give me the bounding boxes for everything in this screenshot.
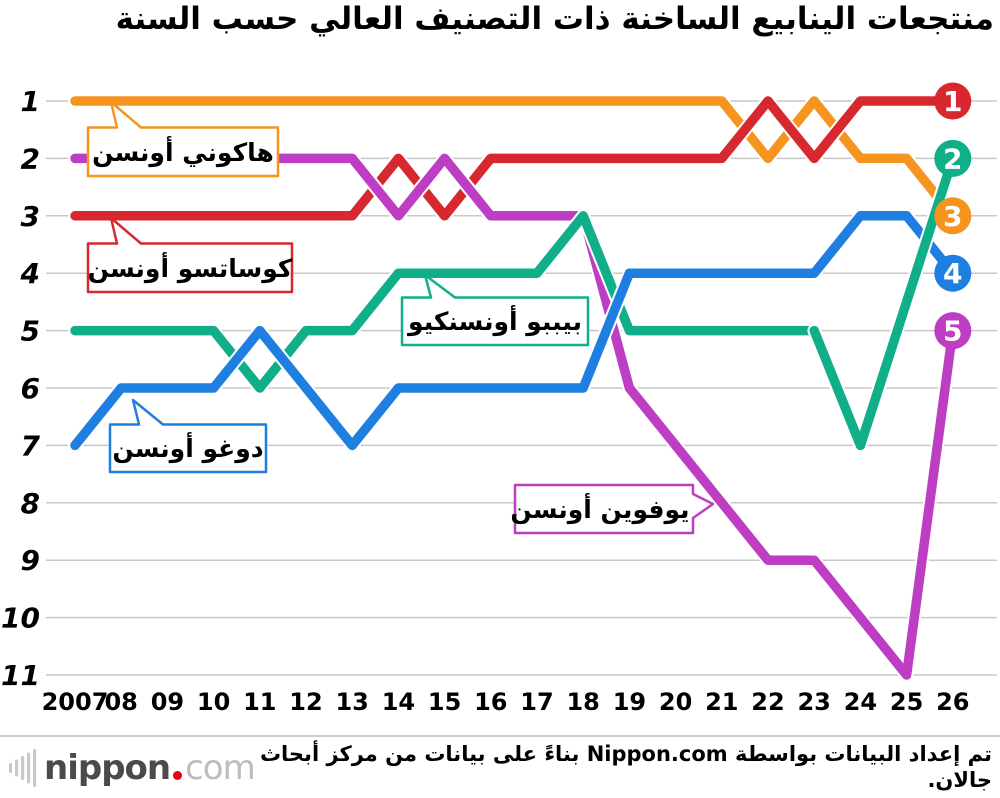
y-axis-tick: 11 <box>1 659 40 692</box>
end-marker-number: 2 <box>943 142 962 175</box>
end-rank-markers: 1 2 3 4 5 <box>934 82 972 350</box>
end-marker-number: 3 <box>943 200 962 233</box>
callout-label: هاكوني أونسن <box>92 136 274 168</box>
x-axis-tick: 11 <box>243 688 276 716</box>
callout-bubble <box>86 216 294 294</box>
end-marker-circle <box>934 254 972 292</box>
x-axis-tick: 24 <box>844 688 877 716</box>
callout-bubble <box>108 398 268 474</box>
series-line <box>70 153 958 451</box>
series-halo <box>68 151 960 682</box>
callout-label: كوساتسو أونسن <box>88 252 293 284</box>
y-axis-tick: 6 <box>21 372 40 405</box>
end-marker-circle <box>934 82 972 120</box>
x-axis-tick: 14 <box>382 688 415 716</box>
series-callouts: هاكوني أونسن كوساتسو أونسن بيببو أونسنكي… <box>86 100 715 535</box>
end-marker-number: 1 <box>943 85 962 118</box>
series-line <box>70 153 958 680</box>
x-axis-tick: 26 <box>936 688 969 716</box>
x-axis-tick: 2007 <box>42 688 109 716</box>
series-lines <box>68 94 960 682</box>
x-axis-tick: 20 <box>659 688 692 716</box>
x-axis-tick: 16 <box>474 688 507 716</box>
x-axis-tick: 23 <box>797 688 830 716</box>
y-axis-tick: 3 <box>21 200 40 233</box>
end-marker-circle <box>934 139 972 177</box>
end-marker-number: 5 <box>943 315 962 348</box>
footer-credit: تم إعداد البيانات بواسطة Nippon.com بناء… <box>259 742 992 792</box>
series-line <box>70 96 958 221</box>
y-axis-labels: 1 2 3 4 5 6 7 8 9 10 11 <box>1 85 40 692</box>
y-axis-tick: 7 <box>21 429 41 462</box>
chart-title: منتجعات الينابيع الساخنة ذات التصنيف الع… <box>115 1 994 37</box>
callout-bubble <box>513 483 715 535</box>
nippon-logo: nippon com <box>8 747 256 788</box>
x-axis-tick: 22 <box>751 688 784 716</box>
x-axis-tick: 18 <box>566 688 599 716</box>
y-axis-tick: 1 <box>21 85 40 118</box>
series-line <box>70 211 958 451</box>
bump-chart-svg: هاكوني أونسن كوساتسو أونسن بيببو أونسنكي… <box>1 82 997 716</box>
end-marker-number: 4 <box>943 257 962 290</box>
end-marker-circle <box>934 197 972 235</box>
callout-yufuin: يوفوين أونسن <box>510 483 715 535</box>
callout-bubble <box>400 273 590 347</box>
x-axis-tick: 08 <box>104 688 137 716</box>
x-axis-tick: 21 <box>705 688 738 716</box>
callout-bubble <box>86 100 280 178</box>
footer: nippon com تم إعداد البيانات بواسطة Nippo… <box>0 735 1000 798</box>
x-axis-tick: 12 <box>289 688 322 716</box>
x-axis-tick: 10 <box>197 688 230 716</box>
x-axis-tick: 25 <box>890 688 923 716</box>
y-axis-tick: 8 <box>21 487 40 520</box>
y-axis-tick: 4 <box>20 257 40 290</box>
callout-hakone: هاكوني أونسن <box>86 100 280 178</box>
x-axis-tick: 09 <box>151 688 184 716</box>
y-axis-tick: 2 <box>21 142 40 175</box>
series-line <box>70 96 958 221</box>
end-marker-circle <box>934 312 972 350</box>
x-axis-tick: 13 <box>335 688 368 716</box>
callout-label: بيببو أونسنكيو <box>406 305 582 337</box>
callout-kusatsu: كوساتسو أونسن <box>86 216 294 294</box>
y-axis-tick: 10 <box>1 602 40 635</box>
logo-com-text: com <box>185 747 256 788</box>
callout-label: يوفوين أونسن <box>510 493 689 525</box>
callout-label: دوغو أونسن <box>112 432 263 464</box>
callout-dogo: دوغو أونسن <box>108 398 268 474</box>
x-axis-tick: 17 <box>520 688 553 716</box>
series-line <box>809 153 958 451</box>
x-axis-tick: 15 <box>428 688 461 716</box>
y-axis-tick: 9 <box>21 544 40 577</box>
logo-nippon-text: nippon <box>44 747 171 788</box>
x-axis-tick: 19 <box>613 688 646 716</box>
logo-red-dot <box>173 770 183 780</box>
y-axis-tick: 5 <box>21 315 40 348</box>
callout-beppu: بيببو أونسنكيو <box>400 273 590 347</box>
soundwave-icon <box>9 748 37 787</box>
series-halo <box>807 151 960 453</box>
